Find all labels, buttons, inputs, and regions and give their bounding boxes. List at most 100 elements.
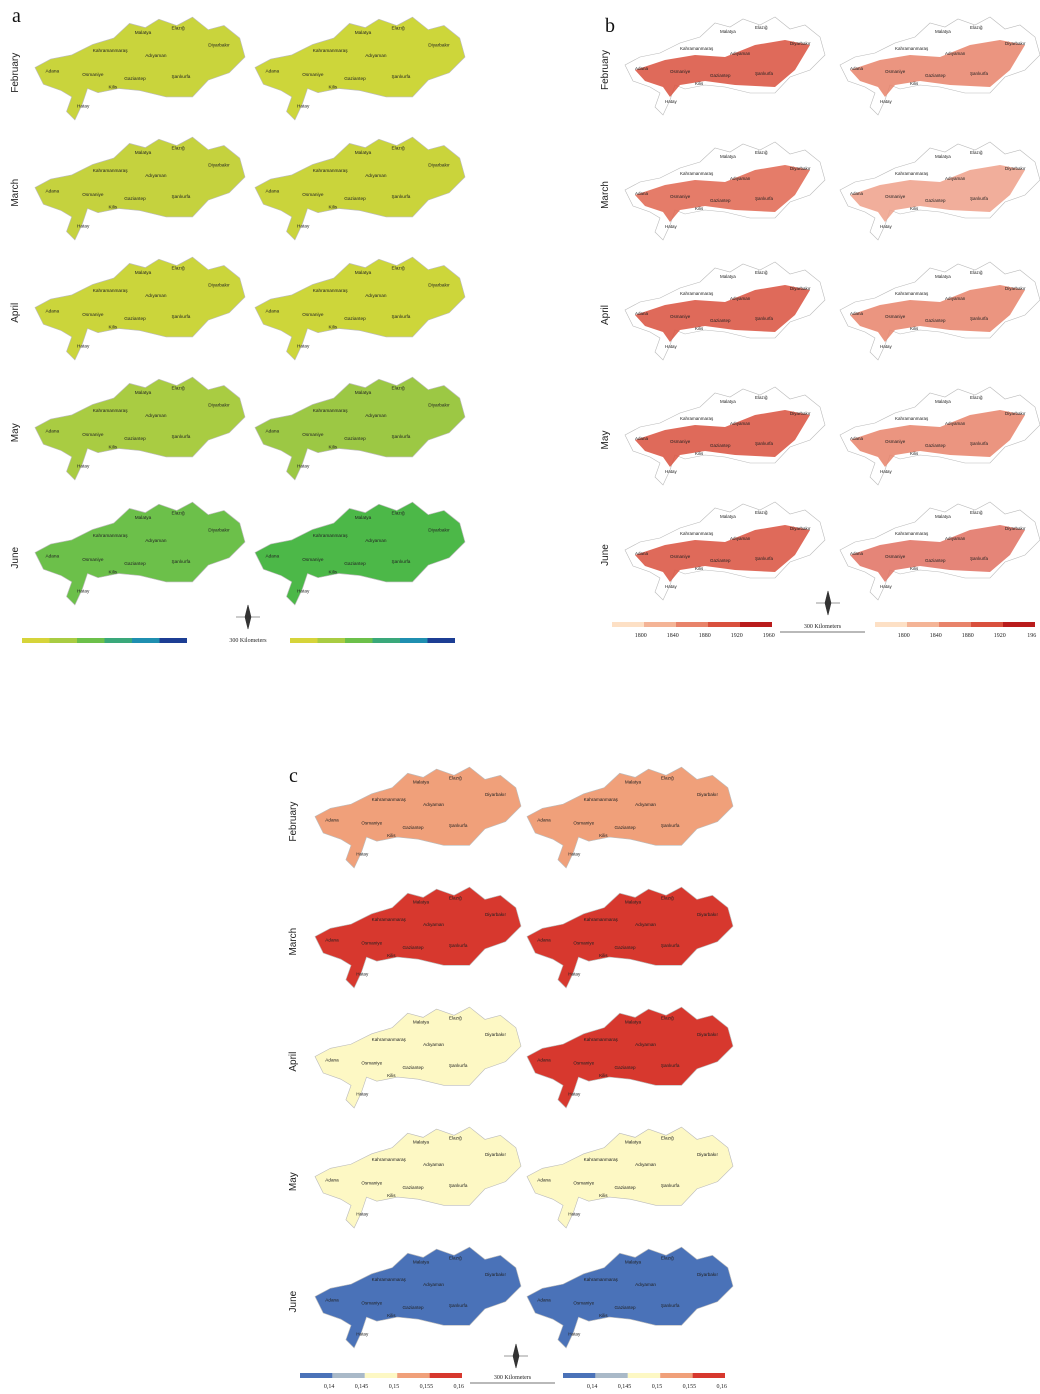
legend-swatch	[345, 638, 373, 643]
city-label: Kahramanmaraş	[93, 408, 129, 414]
city-label: Diyarbakır	[697, 1032, 719, 1037]
city-label: Hatay	[77, 223, 90, 229]
city-label: Kahramanmaraş	[372, 1157, 407, 1162]
city-label: Adana	[46, 69, 60, 75]
city-label: Osmaniye	[361, 1301, 382, 1306]
legend-label: 0,145	[618, 1384, 632, 1390]
city-label: Adıyaman	[423, 1282, 444, 1287]
map: MalatyaElazığDiyarbakırKahramanmaraşAdıy…	[527, 887, 733, 988]
city-label: Hatay	[77, 103, 90, 109]
city-label: Adıyaman	[423, 1162, 444, 1167]
legend-label: 1800	[635, 633, 647, 639]
city-label: Hatay	[77, 343, 90, 349]
legend-swatch	[875, 622, 907, 627]
city-label: Hatay	[665, 224, 678, 229]
city-label: Hatay	[665, 469, 678, 474]
city-label: Adana	[635, 191, 649, 196]
legend-swatch	[740, 622, 772, 627]
month-label: February	[10, 53, 21, 93]
city-label: Adana	[266, 309, 280, 315]
scale-label: 300 Kilometers	[804, 624, 842, 630]
city-label: Osmaniye	[361, 1181, 382, 1186]
city-label: Kilis	[329, 205, 338, 211]
city-label: Hatay	[665, 99, 678, 104]
city-label: Malatya	[625, 1260, 642, 1265]
city-label: Malatya	[135, 150, 152, 156]
city-label: Elazığ	[661, 895, 674, 900]
month-label: March	[288, 928, 299, 956]
city-label: Adana	[850, 191, 864, 196]
legend-label: 1920	[731, 633, 743, 639]
city-label: Elazığ	[970, 150, 983, 155]
legend-swatch	[300, 1373, 332, 1378]
legend-label: 1840	[667, 633, 679, 639]
map: MalatyaElazığDiyarbakırKahramanmaraşAdıy…	[35, 502, 245, 605]
city-label: Osmaniye	[885, 194, 906, 199]
city-label: Elazığ	[172, 146, 185, 152]
legend-swatch	[907, 622, 939, 627]
map: MalatyaElazığDiyarbakırKahramanmaraşAdıy…	[527, 1127, 733, 1228]
city-label: Adana	[325, 1058, 339, 1063]
legend-label: 0,15	[389, 1384, 400, 1390]
city-label: Şanlıurfa	[755, 441, 774, 446]
legend-swatch	[105, 638, 133, 643]
city-label: Hatay	[665, 344, 678, 349]
city-label: Kilis	[387, 953, 396, 958]
legend-swatch	[612, 622, 644, 627]
city-label: Diyarbakır	[485, 1032, 507, 1037]
city-label: Gaziantep	[615, 1305, 637, 1310]
city-label: Gaziantep	[403, 825, 425, 830]
legend-swatch	[628, 1373, 660, 1378]
map: MalatyaElazığDiyarbakırKahramanmaraşAdıy…	[625, 387, 825, 485]
city-label: Kahramanmaraş	[372, 797, 407, 802]
city-label: Kilis	[109, 325, 118, 331]
legend-label: 0,155	[683, 1384, 697, 1390]
city-label: Malatya	[413, 900, 430, 905]
city-label: Kahramanmaraş	[93, 288, 129, 294]
city-label: Gaziantep	[124, 561, 146, 567]
city-label: Diyarbakır	[790, 526, 811, 531]
city-label: Kahramanmaraş	[895, 291, 929, 296]
city-label: Şanlıurfa	[449, 1063, 468, 1068]
city-label: Adıyaman	[635, 1282, 656, 1287]
city-label: Osmaniye	[885, 439, 906, 444]
legend-swatch	[971, 622, 1003, 627]
city-label: Diyarbakır	[428, 42, 450, 48]
city-label: Diyarbakır	[485, 792, 507, 797]
map: MalatyaElazığDiyarbakırKahramanmaraşAdıy…	[35, 257, 245, 360]
city-label: Hatay	[77, 463, 90, 469]
city-label: Gaziantep	[925, 73, 946, 78]
city-label: Elazığ	[449, 1135, 462, 1140]
city-label: Kilis	[329, 85, 338, 91]
city-label: Elazığ	[970, 395, 983, 400]
city-label: Diyarbakır	[208, 42, 230, 48]
city-label: Kahramanmaraş	[313, 533, 349, 539]
city-label: Şanlıurfa	[172, 74, 191, 80]
city-label: Malatya	[413, 1020, 430, 1025]
map: MalatyaElazığDiyarbakırKahramanmaraşAdıy…	[315, 1247, 521, 1348]
city-label: Hatay	[356, 852, 369, 857]
map: MalatyaElazığDiyarbakırKahramanmaraşAdıy…	[255, 17, 465, 120]
month-label: February	[288, 802, 299, 842]
city-label: Kahramanmaraş	[680, 171, 714, 176]
city-label: Kahramanmaraş	[895, 531, 929, 536]
city-label: Şanlıurfa	[172, 194, 191, 200]
city-label: Şanlıurfa	[449, 943, 468, 948]
city-label: Şanlıurfa	[449, 823, 468, 828]
legend-swatch	[400, 638, 428, 643]
city-label: Kilis	[109, 85, 118, 91]
city-label: Şanlıurfa	[172, 434, 191, 440]
city-label: Kahramanmaraş	[895, 416, 929, 421]
city-label: Adıyaman	[730, 176, 751, 181]
city-label: Elazığ	[449, 1255, 462, 1260]
legend-label: 0,16	[454, 1384, 465, 1390]
month-label: February	[600, 50, 611, 90]
legend-swatch	[373, 638, 401, 643]
city-label: Elazığ	[755, 510, 768, 515]
city-label: Kahramanmaraş	[584, 797, 619, 802]
city-label: Şanlıurfa	[449, 1303, 468, 1308]
city-label: Adıyaman	[423, 1042, 444, 1047]
city-label: Kilis	[109, 570, 118, 576]
city-label: Adana	[850, 66, 864, 71]
legend-swatch	[332, 1373, 364, 1378]
